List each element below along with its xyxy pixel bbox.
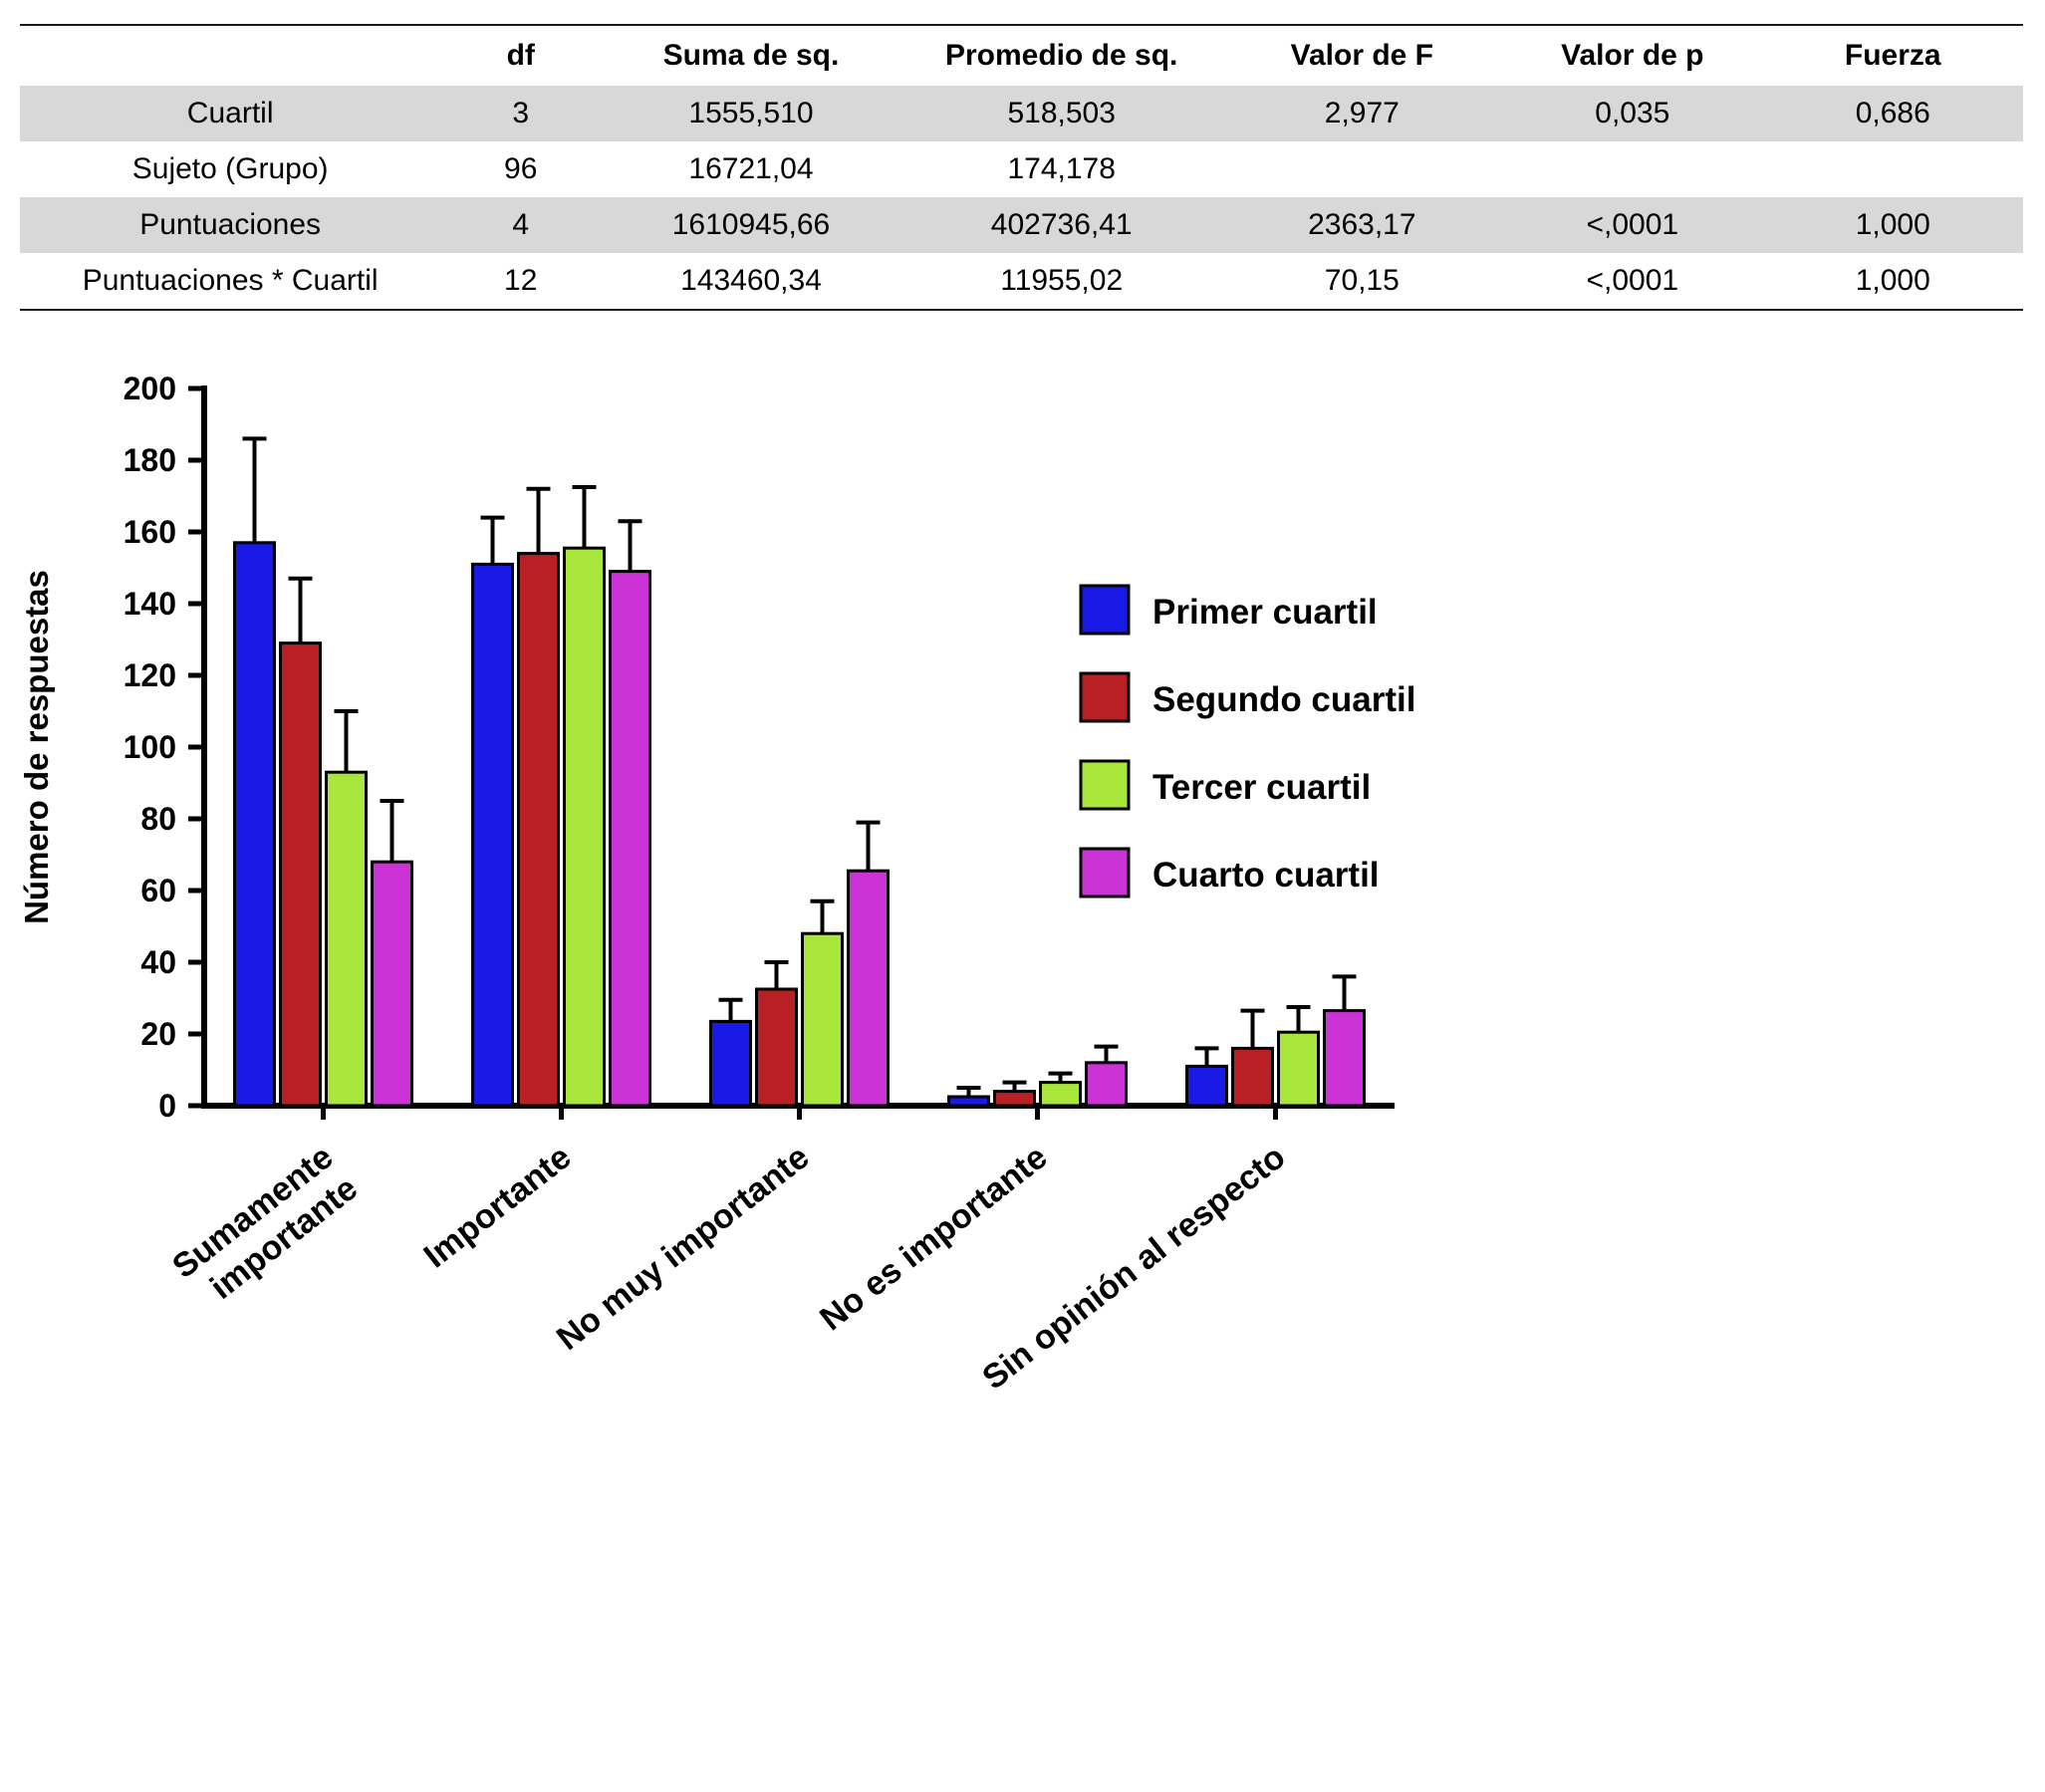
table-cell: 16721,04 — [688, 152, 814, 185]
table-cell: 96 — [504, 152, 538, 185]
x-category-label: Importante — [417, 1138, 579, 1275]
bar-tercer-cuartil — [1039, 1081, 1082, 1108]
anova-table: df Suma de sq. Promedio de sq. Valor de F Va… — [20, 24, 2023, 311]
grouped-bar-chart: 0 20 40 60 80 100 120 140 160 180 200 Número de res… — [18, 371, 1415, 1398]
legend-swatch — [1079, 759, 1131, 811]
table-cell: 1,000 — [1855, 264, 1930, 297]
column-header: Valor de p — [1561, 39, 1704, 72]
table-cell: 3 — [512, 97, 530, 129]
column-header: df — [506, 39, 535, 72]
y-tick-label: 160 — [124, 514, 176, 550]
table-cell: 70,15 — [1324, 264, 1400, 297]
bar-tercer-cuartil — [325, 770, 368, 1108]
y-tick-label: 120 — [124, 657, 176, 693]
bar-segundo-cuartil — [755, 987, 798, 1108]
table-cell: 402736,41 — [990, 208, 1133, 241]
table-cell: 174,178 — [1007, 152, 1116, 185]
bar-primer-cuartil — [709, 1019, 752, 1108]
row-label: Cuartil — [186, 97, 274, 129]
table-row: Puntuaciones 4 1610945,66 402736,41 2363,17 <… — [20, 197, 2023, 253]
legend-label: Cuarto cuartil — [1152, 856, 1380, 895]
column-header: Promedio de sq. — [944, 39, 1178, 72]
y-tick-label: 60 — [140, 873, 176, 908]
bar-primer-cuartil — [233, 541, 276, 1108]
legend-label: Tercer cuartil — [1152, 768, 1371, 807]
legend-label: Segundo cuartil — [1152, 680, 1415, 719]
bar-segundo-cuartil — [517, 552, 560, 1108]
y-tick-label: 80 — [140, 801, 176, 837]
bar-primer-cuartil — [471, 562, 514, 1108]
column-header: Fuerza — [1844, 39, 1941, 72]
table-cell: 1555,510 — [688, 97, 814, 129]
table-cell: <,0001 — [1586, 208, 1679, 241]
table-cell: 1610945,66 — [671, 208, 831, 241]
bar-segundo-cuartil — [279, 641, 322, 1108]
x-category-label: No muy importante — [550, 1138, 817, 1358]
bar-segundo-cuartil — [1231, 1046, 1274, 1108]
bar-primer-cuartil — [1185, 1064, 1228, 1108]
y-tick-label: 0 — [158, 1088, 176, 1124]
bar-tercer-cuartil — [1277, 1030, 1320, 1108]
legend-swatch — [1079, 584, 1131, 636]
bar-cuarto-cuartil — [1323, 1009, 1366, 1108]
anova-table-header: df Suma de sq. Promedio de sq. Valor de F Va… — [20, 25, 2023, 86]
row-label: Puntuaciones * Cuartil — [82, 264, 379, 297]
y-axis-title: Número de respuestas — [18, 570, 55, 924]
table-cell: <,0001 — [1586, 264, 1679, 297]
table-cell: 11955,02 — [1000, 264, 1124, 297]
bar-segundo-cuartil — [993, 1090, 1036, 1108]
bar-primer-cuartil — [947, 1095, 990, 1108]
legend-swatch — [1079, 671, 1131, 723]
table-cell: 1,000 — [1855, 208, 1930, 241]
x-category-label: Sumamenteimportante — [165, 1138, 365, 1317]
table-row: Cuartil 3 1555,510 518,503 2,977 0,035 0,686 — [20, 86, 2023, 141]
table-cell: 0,686 — [1855, 97, 1930, 129]
table-cell — [1763, 141, 2023, 197]
table-cell: 518,503 — [1007, 97, 1116, 129]
y-tick-label: 40 — [140, 944, 176, 980]
anova-table-wrap: df Suma de sq. Promedio de sq. Valor de F Va… — [20, 24, 2023, 311]
table-cell: 143460,34 — [680, 264, 822, 297]
bar-cuarto-cuartil — [847, 869, 890, 1108]
table-cell: 2,977 — [1324, 97, 1400, 129]
row-label-column-header — [20, 25, 440, 86]
table-cell — [1222, 141, 1503, 197]
bar-tercer-cuartil — [801, 931, 844, 1108]
table-row: Sujeto (Grupo) 96 16721,04 174,178 — [20, 141, 2023, 197]
column-header: Valor de F — [1290, 39, 1434, 72]
y-tick-label: 140 — [124, 586, 176, 622]
x-category-label: No es importante — [813, 1138, 1054, 1338]
legend-label: Primer cuartil — [1152, 593, 1378, 632]
legend-swatch — [1079, 847, 1131, 898]
bar-tercer-cuartil — [563, 546, 606, 1108]
y-tick-label: 20 — [140, 1016, 176, 1052]
row-label: Puntuaciones — [139, 208, 322, 241]
column-header: Suma de sq. — [662, 39, 840, 72]
table-row: Puntuaciones * Cuartil 12 143460,34 11955,0… — [20, 253, 2023, 310]
bar-cuarto-cuartil — [609, 570, 651, 1108]
table-cell: 4 — [512, 208, 530, 241]
y-tick-label: 180 — [124, 442, 176, 478]
row-label: Sujeto (Grupo) — [131, 152, 329, 185]
bar-cuarto-cuartil — [371, 860, 413, 1108]
table-cell: 0,035 — [1595, 97, 1670, 129]
table-cell: 12 — [504, 264, 538, 297]
y-tick-label: 100 — [124, 729, 176, 765]
table-cell: 2363,17 — [1308, 208, 1416, 241]
table-cell — [1502, 141, 1762, 197]
y-tick-label: 200 — [124, 371, 176, 406]
bar-cuarto-cuartil — [1085, 1061, 1128, 1108]
